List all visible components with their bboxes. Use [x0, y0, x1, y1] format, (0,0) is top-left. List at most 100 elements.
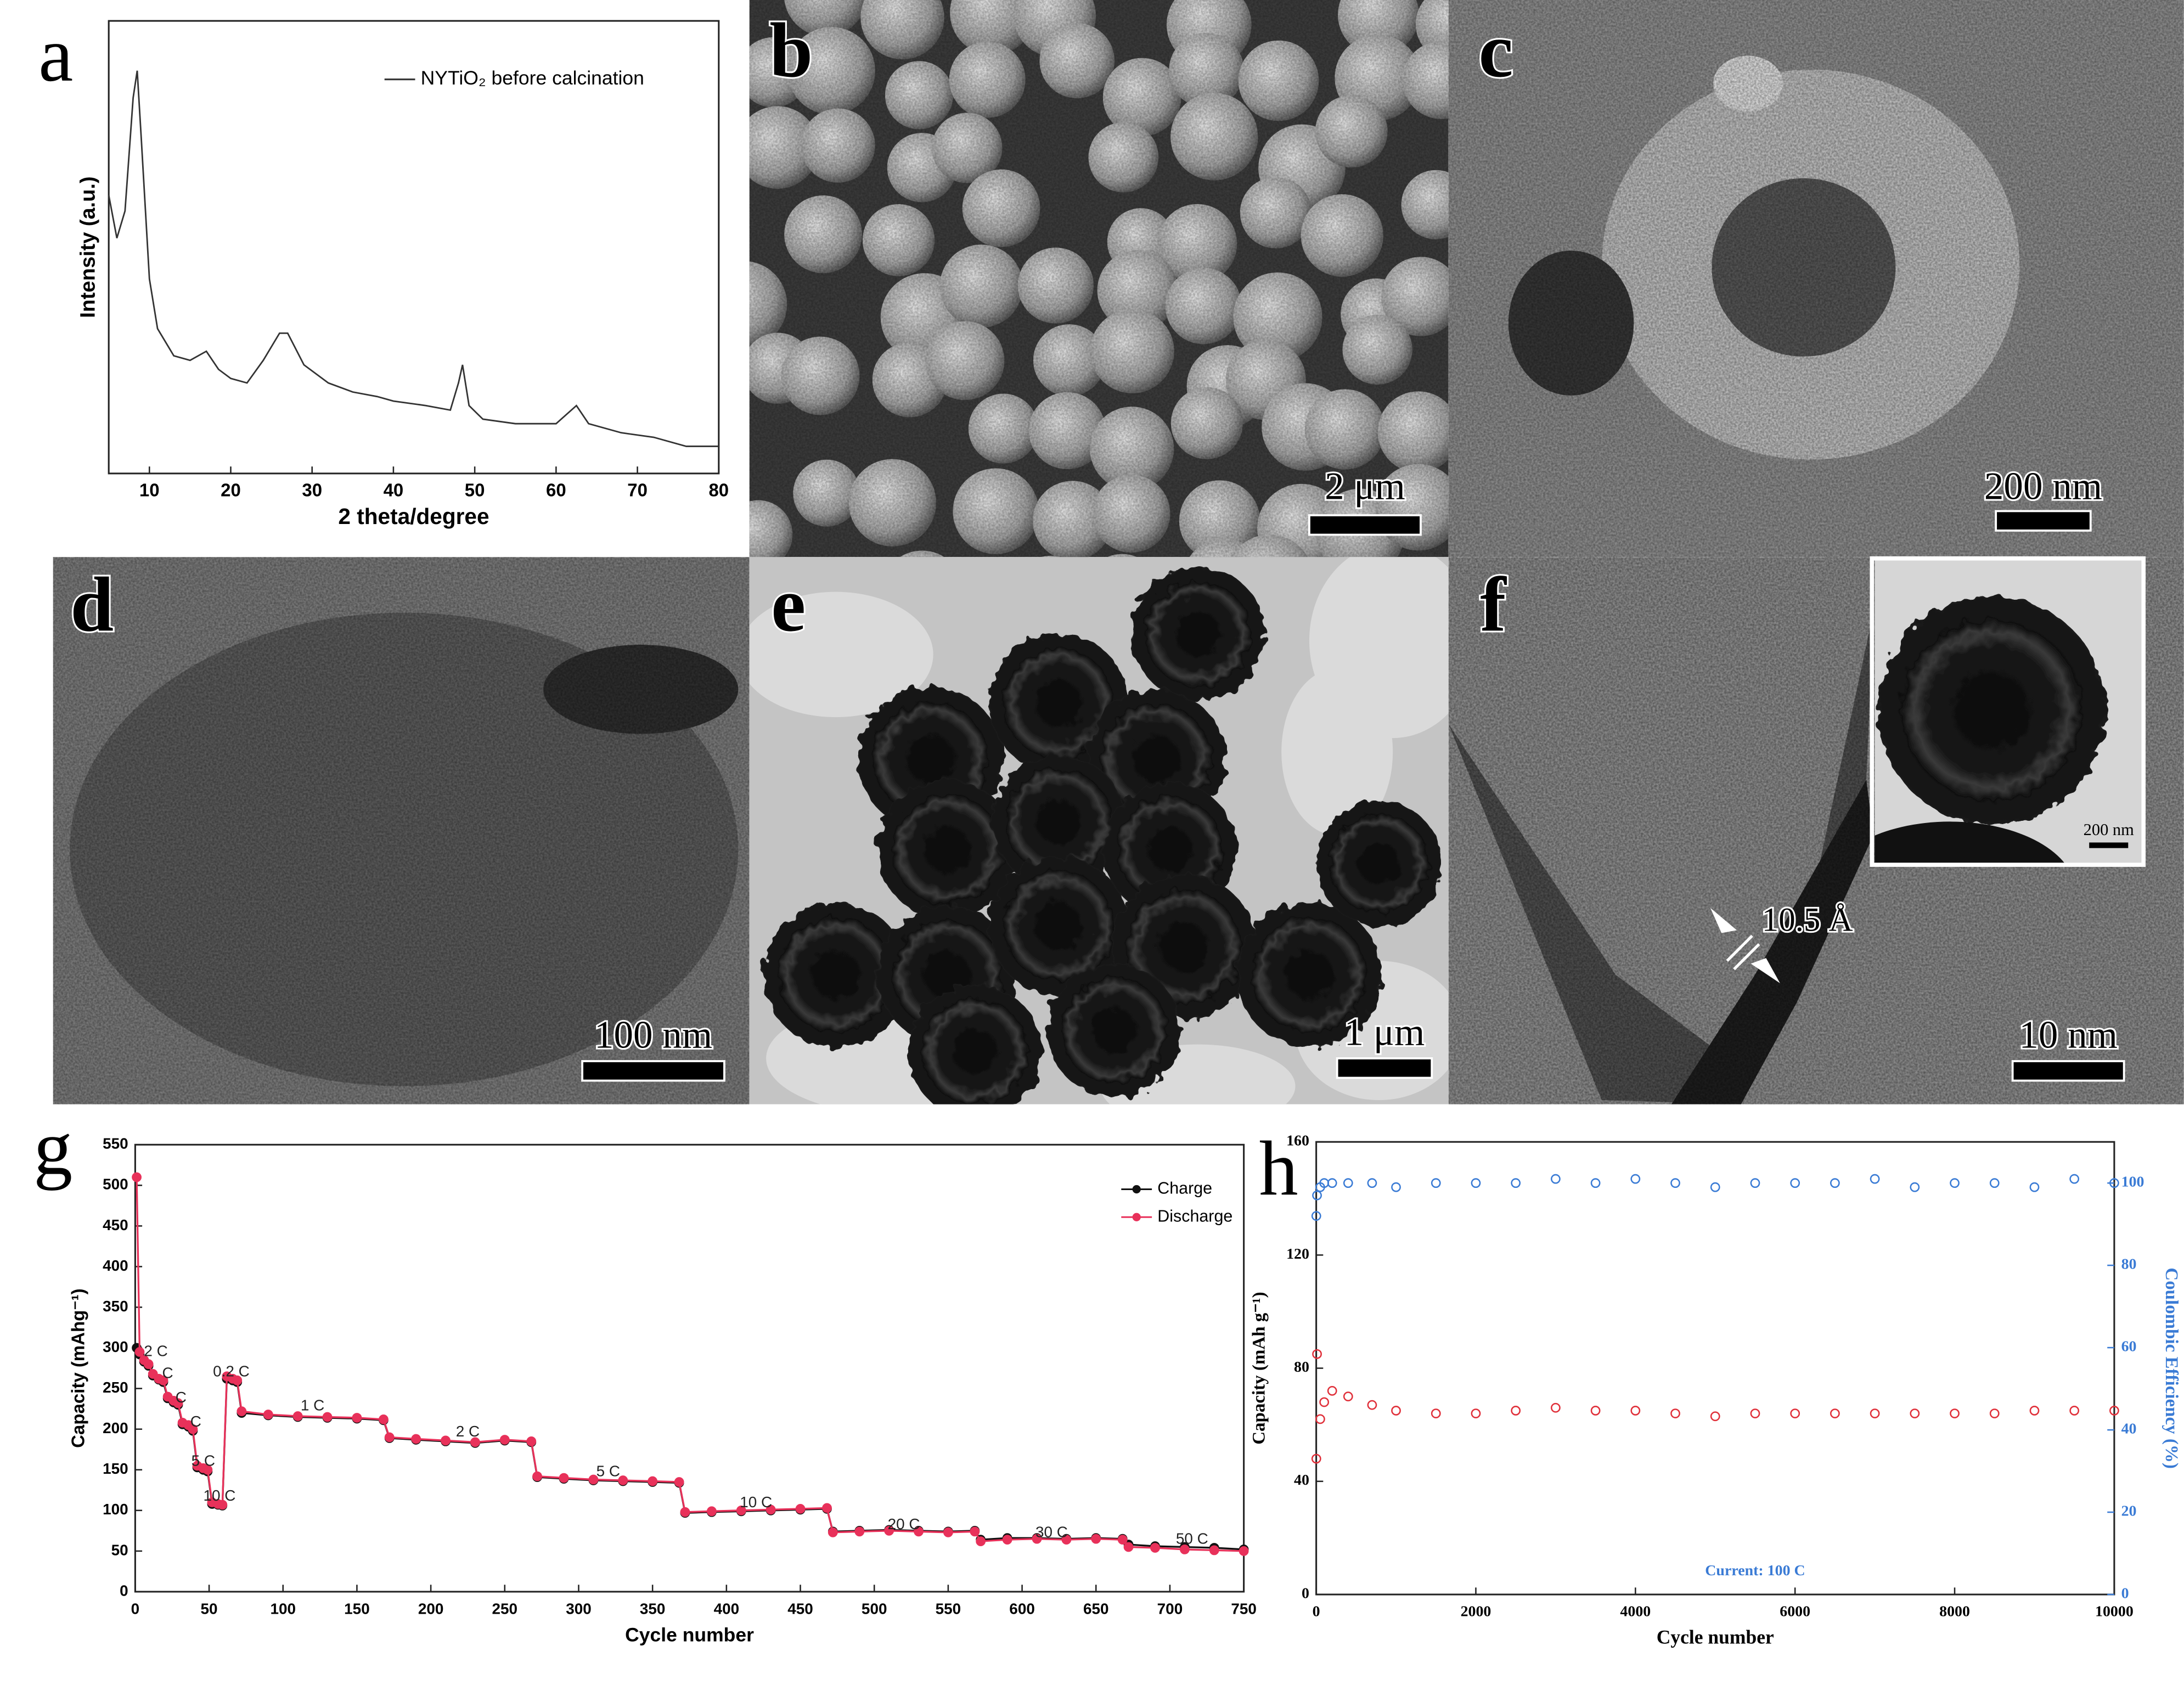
data-point: [1511, 1406, 1521, 1416]
data-point: [379, 1415, 389, 1424]
annotation: 2 C: [144, 1342, 167, 1359]
y-axis-label: Capacity (mAh g⁻¹): [1249, 1292, 1269, 1444]
data-point: [736, 1505, 746, 1515]
annotation: C: [176, 1389, 187, 1406]
y-tick-label: 40: [1294, 1472, 1309, 1489]
plot-frame: [134, 1143, 1245, 1593]
y2-tick-label: 0: [2121, 1585, 2129, 1602]
x-tick-label: 6000: [1780, 1603, 1810, 1620]
data-point: [263, 1410, 273, 1419]
annotation: 30 C: [1035, 1524, 1068, 1541]
y-tick-label: 500: [103, 1176, 128, 1193]
data-point: [232, 1375, 243, 1385]
x-tick-label: 10000: [2095, 1603, 2134, 1620]
data-point: [1790, 1178, 1800, 1188]
y-tick-label: 100: [103, 1501, 128, 1518]
y-axis-label: Intensity (a.u.): [77, 176, 100, 318]
data-point: [828, 1527, 838, 1537]
series-line: [136, 1177, 1244, 1552]
data-point: [1670, 1408, 1680, 1418]
x-tick-label: 8000: [1939, 1603, 1970, 1620]
y-tick-label: 250: [103, 1379, 128, 1396]
y-tick-label: 450: [103, 1216, 128, 1233]
y2-tick-label: 100: [2121, 1174, 2144, 1191]
data-point: [292, 1411, 303, 1421]
x-tick-label: 250: [492, 1600, 518, 1617]
data-point: [470, 1437, 480, 1447]
data-point: [1989, 1408, 2000, 1418]
scale-bar-label: 1 μm: [1344, 1011, 1425, 1054]
data-point: [1670, 1178, 1680, 1188]
x-tick-label: 0: [131, 1600, 140, 1617]
x-tick-label: 20: [221, 480, 241, 500]
x-tick-label: 450: [787, 1600, 813, 1617]
data-point: [1343, 1391, 1353, 1402]
data-point: [1311, 1211, 1321, 1221]
arrow: [1710, 908, 1737, 933]
data-point: [1830, 1178, 1840, 1188]
y-tick-label: 80: [1294, 1359, 1309, 1376]
legend-label: Charge: [1157, 1179, 1212, 1198]
data-point: [1431, 1408, 1441, 1418]
data-point: [441, 1435, 451, 1446]
data-point: [1367, 1400, 1377, 1410]
data-point: [1327, 1178, 1337, 1188]
x-tick-label: 400: [714, 1600, 740, 1617]
data-point: [1150, 1543, 1160, 1553]
data-point: [707, 1506, 717, 1517]
particle: [1316, 801, 1442, 926]
x-axis-label: Cycle number: [625, 1624, 754, 1646]
data-point: [1630, 1406, 1641, 1416]
data-point: [411, 1434, 421, 1444]
data-point: [532, 1471, 542, 1481]
data-point: [2069, 1406, 2080, 1416]
annotation: 1 C: [301, 1397, 324, 1414]
data-point: [1790, 1408, 1800, 1418]
panel-label: c: [1478, 7, 1513, 93]
data-point: [674, 1477, 684, 1487]
panel-label: e: [771, 561, 806, 647]
y-tick-label: 160: [1286, 1132, 1309, 1149]
data-point: [134, 1347, 145, 1357]
y-tick-label: 200: [103, 1419, 128, 1436]
scale-bar-label: 2 μm: [1325, 465, 1405, 508]
data-point: [1319, 1397, 1330, 1407]
x-tick-label: 70: [627, 480, 648, 500]
data-point: [1950, 1408, 1960, 1418]
x-tick-label: 700: [1157, 1600, 1183, 1617]
data-point: [158, 1375, 168, 1385]
spacing-label: 10.5 Å: [1762, 902, 1853, 939]
annotation: C: [162, 1364, 173, 1381]
x-tick-label: 600: [1009, 1600, 1035, 1617]
data-point: [322, 1412, 333, 1422]
data-point: [1091, 1534, 1101, 1544]
data-point: [1989, 1178, 2000, 1188]
scale-bar: [1308, 514, 1422, 536]
panel-label: d: [70, 561, 114, 647]
inset-neighbour: [1875, 821, 2065, 864]
panel-label: f: [1480, 561, 1507, 647]
data-point: [1180, 1545, 1190, 1554]
inset-particle: [1877, 596, 2106, 825]
scale-bar: [581, 1060, 725, 1082]
particle: [1236, 902, 1382, 1047]
support-film: [749, 591, 933, 718]
data-point: [2029, 1406, 2040, 1416]
data-point: [822, 1503, 832, 1513]
data-point: [1312, 1349, 1322, 1359]
data-point: [1590, 1178, 1601, 1188]
spacing-line: [1733, 943, 1760, 971]
panel-label: h: [1259, 1125, 1298, 1211]
particle: [989, 856, 1128, 996]
annotation: 10 C: [740, 1494, 772, 1511]
x-tick-label: 30: [302, 480, 322, 500]
data-point: [795, 1503, 806, 1514]
plot-frame: [1315, 1141, 2115, 1596]
data-point: [1590, 1406, 1601, 1416]
x-tick-label: 10: [139, 480, 160, 500]
data-point: [970, 1526, 980, 1537]
data-point: [1239, 1546, 1249, 1556]
support-film: [1281, 668, 1393, 836]
data-point: [237, 1406, 247, 1416]
